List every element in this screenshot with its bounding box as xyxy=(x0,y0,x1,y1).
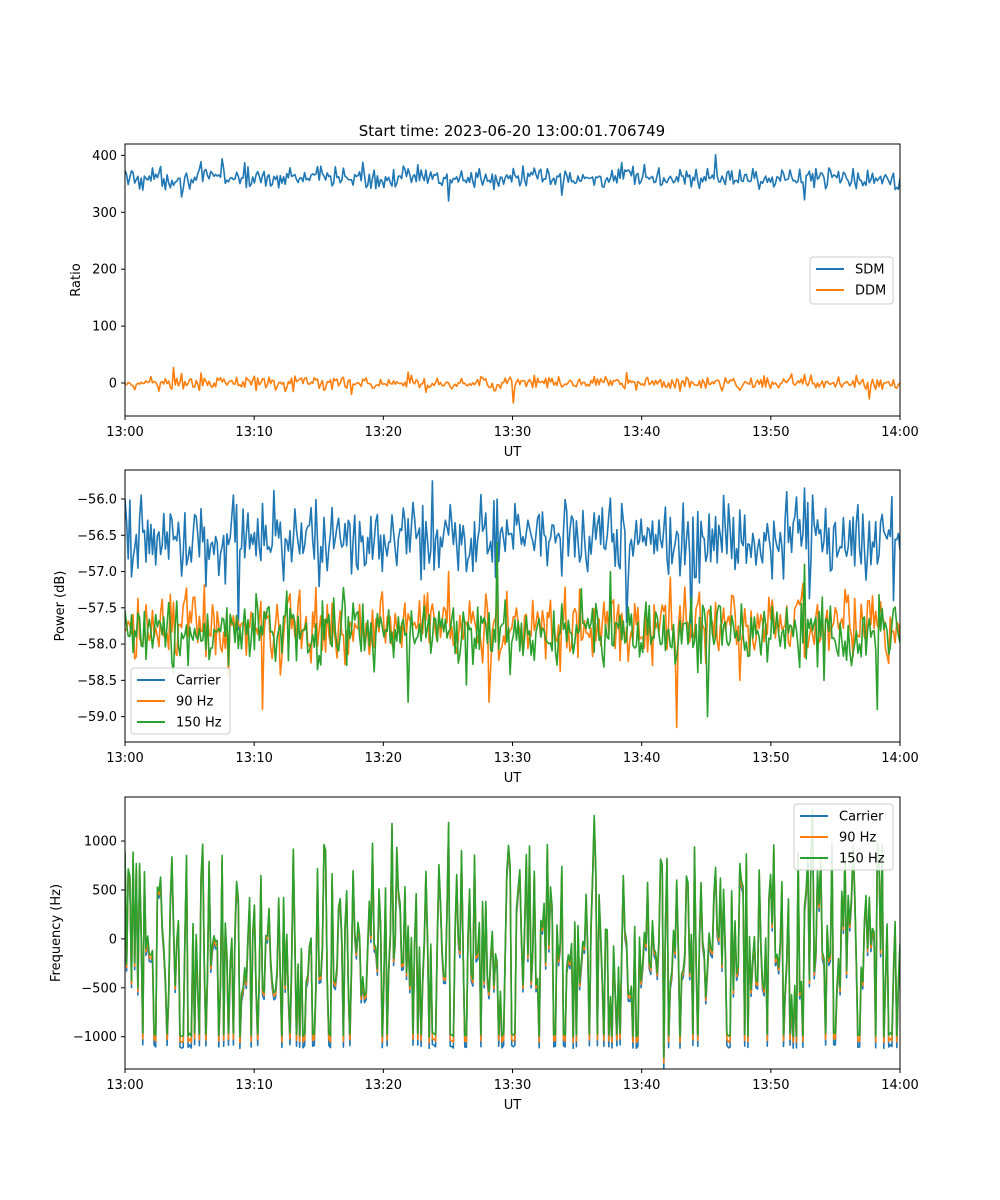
series-line-ddm xyxy=(125,366,900,404)
x-tick-label: 13:40 xyxy=(623,751,660,766)
x-tick-label: 13:30 xyxy=(494,751,531,766)
x-tick-label: 13:50 xyxy=(752,1078,789,1093)
y-tick-label: 1000 xyxy=(84,835,117,850)
legend-label-carrier: Carrier xyxy=(176,674,221,689)
legend-label-carrier: Carrier xyxy=(839,810,884,825)
legend: Carrier 90 Hz 150 Hz xyxy=(793,803,894,871)
y-tick-label: 400 xyxy=(92,149,117,164)
chart-title: Start time: 2023-06-20 13:00:01.706749 xyxy=(359,122,665,140)
y-tick-label: 500 xyxy=(92,883,117,898)
x-tick-label: 13:10 xyxy=(235,1078,272,1093)
series-line-carrier xyxy=(125,480,900,638)
x-tick-label: 13:00 xyxy=(106,425,143,440)
x-tick-label: 13:40 xyxy=(623,1078,660,1093)
x-tick-label: 13:20 xyxy=(365,1078,402,1093)
y-tick-label: −59.0 xyxy=(77,710,117,725)
series-line-150-hz xyxy=(125,541,900,718)
x-tick-label: 13:50 xyxy=(752,751,789,766)
x-tick-label: 13:40 xyxy=(623,425,660,440)
legend-label-ddm: DDM xyxy=(855,284,886,299)
x-tick-label: 13:30 xyxy=(494,425,531,440)
y-tick-label: −58.0 xyxy=(77,638,117,653)
y-tick-label: 100 xyxy=(92,320,117,335)
y-tick-label: −1000 xyxy=(73,1030,117,1045)
legend: Carrier 90 Hz 150 Hz xyxy=(130,667,231,735)
legend: SDM DDM xyxy=(809,256,894,305)
y-tick-label: −56.0 xyxy=(77,493,117,508)
legend-box xyxy=(130,667,231,735)
x-axis-label: UT xyxy=(504,771,522,786)
legend-label-150-hz: 150 Hz xyxy=(176,716,222,731)
y-axis-label: Power (dB) xyxy=(53,571,68,642)
y-tick-label: 200 xyxy=(92,263,117,278)
x-tick-label: 13:00 xyxy=(106,751,143,766)
x-tick-label: 13:20 xyxy=(365,425,402,440)
y-tick-label: 300 xyxy=(92,206,117,221)
plot-frame xyxy=(124,469,901,743)
x-axis-label: UT xyxy=(504,445,522,460)
legend-label-sdm: SDM xyxy=(855,263,884,278)
x-tick-label: 13:00 xyxy=(106,1078,143,1093)
y-tick-label: −58.5 xyxy=(77,674,117,689)
x-axis-label: UT xyxy=(504,1098,522,1113)
plot-frame xyxy=(124,143,901,417)
x-tick-label: 14:00 xyxy=(881,751,918,766)
y-tick-label: 0 xyxy=(109,376,117,391)
y-tick-label: −56.5 xyxy=(77,529,117,544)
x-tick-label: 13:50 xyxy=(752,425,789,440)
x-tick-label: 13:30 xyxy=(494,1078,531,1093)
y-tick-label: −57.0 xyxy=(77,565,117,580)
y-tick-label: −57.5 xyxy=(77,601,117,616)
x-tick-label: 13:10 xyxy=(235,425,272,440)
series-line-sdm xyxy=(125,154,900,202)
frequency-panel: 13:00 13:10 13:20 13:30 13:40 13:50 14:00 UT −10… xyxy=(49,796,919,1113)
y-axis-label: Ratio xyxy=(69,263,84,296)
power-panel: 13:00 13:10 13:20 13:30 13:40 13:50 14:00 UT −59… xyxy=(53,469,919,786)
legend-box xyxy=(793,803,894,871)
legend-label-90-hz: 90 Hz xyxy=(176,695,213,710)
x-tick-label: 14:00 xyxy=(881,425,918,440)
x-tick-label: 13:10 xyxy=(235,751,272,766)
y-tick-label: −500 xyxy=(81,981,117,996)
series-line-150-hz xyxy=(125,807,900,1059)
y-axis-label: Frequency (Hz) xyxy=(49,884,64,982)
x-tick-label: 14:00 xyxy=(881,1078,918,1093)
legend-label-150-hz: 150 Hz xyxy=(839,852,885,867)
ratio-panel: 13:00 13:10 13:20 13:30 13:40 13:50 14:00 UT 0 10… xyxy=(69,143,919,460)
x-tick-label: 13:20 xyxy=(365,751,402,766)
legend-label-90-hz: 90 Hz xyxy=(839,831,876,846)
y-tick-label: 0 xyxy=(109,932,117,947)
